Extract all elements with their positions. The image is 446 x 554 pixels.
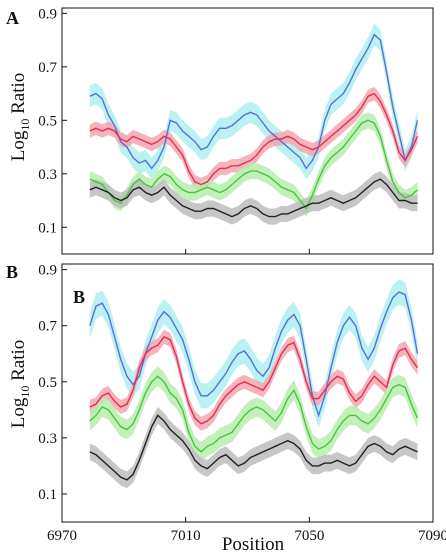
y-tick-label: 0.1 bbox=[38, 487, 57, 503]
series-line-red bbox=[89, 92, 419, 186]
y-tick-label: 0.3 bbox=[38, 431, 57, 447]
panel-label-b: B bbox=[6, 262, 18, 282]
series-line-black bbox=[89, 414, 418, 481]
x-tick-label: 7010 bbox=[171, 528, 201, 544]
y-tick-label: 0.5 bbox=[38, 375, 57, 391]
y-tick-label: 0.9 bbox=[38, 263, 57, 279]
band-black bbox=[89, 171, 418, 225]
y-tick-label: 0.1 bbox=[38, 220, 57, 236]
band-green bbox=[89, 112, 418, 217]
band-red bbox=[89, 86, 418, 192]
band-red bbox=[89, 329, 418, 431]
y-tick-label: 0.5 bbox=[38, 113, 57, 129]
plot-frame bbox=[61, 7, 434, 255]
series-line-blue bbox=[89, 33, 419, 170]
y-axis-label-a: Log10 Ratio bbox=[8, 73, 32, 162]
x-axis-label: Position bbox=[222, 534, 285, 554]
panel-b: 0.1 0.3 0.5 0.7 0.9 6970 7010 7050 7090 bbox=[38, 263, 446, 544]
x-tick-label: 6970 bbox=[47, 528, 77, 544]
y-tick-label: 0.3 bbox=[38, 167, 57, 183]
x-tick-label: 7090 bbox=[418, 528, 446, 544]
band-blue bbox=[89, 279, 418, 429]
series-line-red bbox=[89, 336, 419, 425]
band-green bbox=[89, 366, 418, 462]
series-line-green bbox=[89, 119, 418, 210]
series-line-black bbox=[89, 178, 418, 218]
panel-a: 0.1 0.3 0.5 0.7 0.9 bbox=[38, 6, 434, 255]
y-tick-label: 0.9 bbox=[38, 6, 57, 22]
x-tick-label: 7050 bbox=[294, 528, 324, 544]
y-tick-label: 0.7 bbox=[38, 319, 57, 335]
panel-inner-label-b: B bbox=[73, 287, 85, 307]
band-black bbox=[89, 407, 418, 489]
series-line-green bbox=[89, 375, 419, 453]
y-tick-label: 0.7 bbox=[38, 60, 57, 76]
y-axis-label-b: Log10 Ratio bbox=[8, 340, 32, 429]
plot-frame bbox=[61, 263, 434, 523]
panel-label-a: A bbox=[6, 8, 19, 28]
